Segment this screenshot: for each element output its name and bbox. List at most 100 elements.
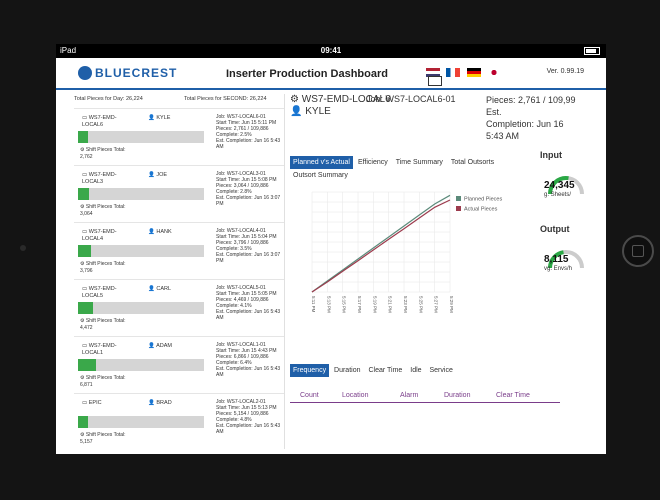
machine-name: ▭ WS7-EMD-LOCAL5	[82, 286, 117, 299]
machine-row[interactable]: ▭ WS7-EMD-LOCAL6 👤 KYLE ⚙ Shift Pieces Tot…	[74, 108, 284, 165]
detail-panel: ⚙ WS7-EMD-LOCAL6 👤 KYLE Job: WS7-LOCAL6-…	[290, 94, 606, 449]
total-second: Total Pieces for SECOND: 26,224	[184, 96, 267, 102]
machine-list: Total Pieces for Day: 26,224 Total Piece…	[74, 94, 284, 449]
pieces-info: Pieces: 2,761 / 109,99 Est. Completion: …	[486, 95, 576, 141]
x-tick-label: 5:19 PM	[372, 296, 377, 313]
tab-clear-time[interactable]: Clear Time	[368, 367, 403, 374]
col-clear-time[interactable]: Clear Time	[496, 392, 530, 399]
machine-icon: ▭	[82, 115, 88, 121]
legend-label: Actual Pieces	[464, 207, 498, 213]
output-gauge-value: 8,115	[544, 254, 569, 265]
tab-time-summary[interactable]: Time Summary	[395, 159, 443, 166]
x-tick-label: 5:13 PM	[326, 296, 331, 313]
battery-icon	[584, 46, 600, 56]
input-gauge-title: Input	[540, 150, 562, 160]
operator: 👤 JOE	[148, 172, 168, 178]
chart-tabs: Planned v's Actual Efficiency Time Summa…	[290, 156, 497, 182]
user-icon: 👤	[148, 400, 155, 406]
legend-swatch	[456, 196, 461, 201]
shift-total: ⚙ Shift Pieces Total: 6,871	[80, 375, 126, 388]
alarm-tabs: Frequency Duration Clear Time Idle Servi…	[290, 364, 456, 377]
machine-name: ▭ WS7-EMD-LOCAL3	[82, 172, 117, 185]
tab-idle[interactable]: Idle	[410, 367, 422, 374]
de-flag-icon[interactable]	[466, 68, 481, 77]
app-header: BLUECREST Inserter Production Dashboard …	[56, 58, 606, 90]
tab-frequency[interactable]: Frequency	[290, 364, 330, 377]
jp-flag-icon[interactable]	[487, 68, 502, 77]
job-details: Job: WS7-LOCAL3-01 Start Time: Jun 15 5:0…	[216, 171, 281, 207]
tab-planned-vs-actual[interactable]: Planned v's Actual	[290, 156, 353, 169]
input-gauge-unit: g. Sheets/	[544, 192, 572, 198]
status-bar: iPad 09:41	[56, 44, 606, 58]
tab-duration[interactable]: Duration	[334, 367, 361, 374]
output-gauge: Output 8,115 vg. Envs/h	[540, 224, 600, 272]
col-alarm[interactable]: Alarm	[400, 392, 419, 399]
mail-icon[interactable]	[428, 76, 442, 86]
total-day: Total Pieces for Day: 26,224	[74, 96, 143, 102]
user-icon: 👤	[148, 286, 155, 292]
shift-total: ⚙ Shift Pieces Total: 3,064	[80, 204, 126, 217]
x-tick-label: 5:21 PM	[388, 296, 393, 313]
input-gauge: Input 24,345 g. Sheets/	[540, 150, 600, 198]
version-label: Ver. 0.99.19	[546, 68, 584, 75]
us-flag-icon[interactable]	[426, 68, 440, 77]
progress-bar	[78, 302, 204, 314]
tab-outsort-summary[interactable]: Outsort Summary	[293, 172, 348, 179]
col-duration[interactable]: Duration	[444, 392, 471, 399]
job-label: Job: WS7-LOCAL6-01	[366, 94, 456, 104]
user-icon: 👤	[148, 229, 155, 235]
user-icon: 👤	[148, 115, 155, 121]
machine-row[interactable]: ▭ WS7-EMD-LOCAL4 👤 HANK ⚙ Shift Pieces Tot…	[74, 222, 284, 279]
progress-bar	[78, 416, 204, 428]
machine-row[interactable]: ▭ WS7-EMD-LOCAL1 👤 ADAM ⚙ Shift Pieces Tot…	[74, 336, 284, 393]
operator: 👤 CARL	[148, 286, 172, 292]
machine-icon: ▭	[82, 172, 88, 178]
progress-bar	[78, 188, 204, 200]
gear-icon: ⚙	[80, 261, 85, 267]
home-button[interactable]	[622, 235, 654, 267]
gear-icon: ⚙	[290, 94, 299, 105]
machine-icon: ▭	[82, 286, 88, 292]
machine-row[interactable]: ▭ WS7-EMD-LOCAL5 👤 CARL ⚙ Shift Pieces Tot…	[74, 279, 284, 336]
language-flags	[426, 64, 503, 82]
screen: iPad 09:41 BLUECREST Inserter Production…	[56, 44, 606, 454]
machine-row[interactable]: ▭ EPIC 👤 BRAD ⚙ Shift Pieces Total: 5,157 Jo…	[74, 393, 284, 450]
job-details: Job: WS7-LOCAL6-01 Start Time: Jun 15 5:1…	[216, 114, 281, 150]
legend-swatch	[456, 206, 461, 211]
progress-bar	[78, 245, 204, 257]
job-details: Job: WS7-LOCAL4-01 Start Time: Jun 15 5:0…	[216, 228, 281, 264]
col-location[interactable]: Location	[342, 392, 369, 399]
carrier-label: iPad	[60, 46, 77, 55]
machine-icon: ▭	[82, 343, 88, 349]
tab-total-outsorts[interactable]: Total Outsorts	[450, 159, 495, 166]
output-gauge-title: Output	[540, 224, 570, 234]
job-details: Job: WS7-LOCAL1-01 Start Time: Jun 15 4:4…	[216, 342, 281, 378]
page-title: Inserter Production Dashboard	[226, 68, 388, 80]
clock: 09:41	[320, 46, 342, 55]
machine-name: ▭ WS7-EMD-LOCAL1	[82, 343, 117, 356]
machine-icon: ▭	[82, 229, 88, 235]
fr-flag-icon[interactable]	[446, 68, 461, 77]
gear-icon: ⚙	[80, 432, 85, 438]
machine-title: ⚙ WS7-EMD-LOCAL6 👤 KYLE	[290, 94, 391, 117]
gear-icon: ⚙	[80, 147, 85, 153]
user-icon: 👤	[148, 172, 155, 178]
machine-name: ▭ WS7-EMD-LOCAL4	[82, 229, 117, 242]
operator: 👤 KYLE	[148, 115, 171, 121]
tab-efficiency[interactable]: Efficiency	[357, 159, 388, 166]
input-gauge-dial	[548, 176, 584, 195]
user-icon: 👤	[148, 343, 155, 349]
planned-vs-actual-chart: 5:11 PM 5:13 PM 5:15 PM 5:17 PM 5:19 PM 5:21 …	[311, 191, 502, 313]
x-tick-label: 5:15 PM	[342, 296, 347, 313]
tab-service[interactable]: Service	[429, 367, 453, 374]
col-count[interactable]: Count	[300, 392, 319, 399]
gear-icon: ⚙	[80, 318, 85, 324]
panel-divider	[284, 94, 285, 449]
shift-total: ⚙ Shift Pieces Total: 2,762	[80, 147, 126, 160]
output-gauge-unit: vg. Envs/h	[544, 266, 573, 272]
x-tick-label: 5:23 PM	[403, 296, 408, 313]
machine-row[interactable]: ▭ WS7-EMD-LOCAL3 👤 JOE ⚙ Shift Pieces Tota…	[74, 165, 284, 222]
legend-label: Planned Pieces	[464, 197, 502, 203]
input-gauge-value: 24,345	[544, 180, 575, 191]
